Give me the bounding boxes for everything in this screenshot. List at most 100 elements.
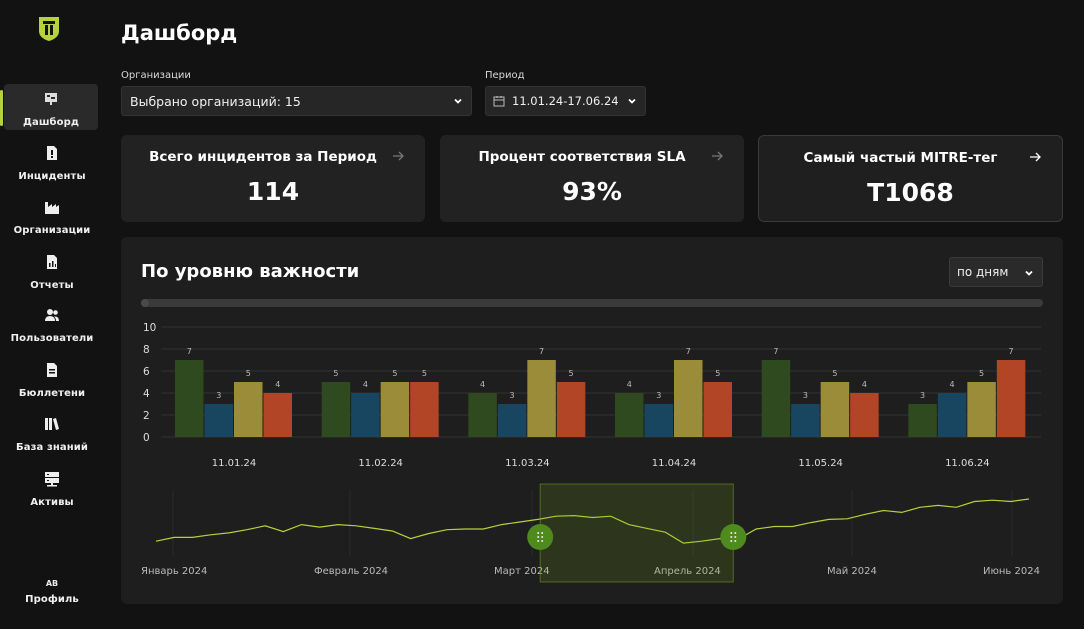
bulletin-icon bbox=[47, 363, 57, 377]
kpi-card-total-incidents[interactable]: Всего инцидентов за Период 114 bbox=[121, 135, 425, 222]
bar-value-label: 7 bbox=[773, 347, 778, 356]
bar bbox=[937, 393, 967, 437]
report-icon bbox=[47, 255, 57, 269]
bar-value-label: 7 bbox=[1009, 347, 1014, 356]
grip-dots-icon bbox=[734, 540, 737, 542]
period-select-value: 11.01.24-17.06.24 bbox=[512, 94, 619, 108]
panel-title: По уровню важности bbox=[141, 261, 360, 282]
brush-handle-circle bbox=[720, 524, 747, 550]
chart-scrollbar[interactable] bbox=[141, 299, 1043, 307]
overview-month-label: Май 2024 bbox=[827, 566, 877, 577]
bar bbox=[410, 382, 439, 437]
period-select[interactable]: 11.01.24-17.06.24 bbox=[485, 86, 646, 116]
bar bbox=[703, 382, 732, 437]
overview-line-chart: Январь 2024 Февраль 2024 Март 2024 Апрель 2… bbox=[141, 483, 1040, 583]
sidebar-item-dashboard[interactable]: Дашборд bbox=[0, 84, 98, 130]
bar bbox=[175, 360, 204, 437]
org-select-value: Выбрано организаций: 15 bbox=[130, 93, 301, 109]
bar-value-label: 7 bbox=[539, 347, 544, 356]
sidebar-item-incidents[interactable]: Инциденты bbox=[0, 145, 104, 183]
sidebar-item-label: Отчеты bbox=[30, 280, 74, 291]
sidebar-item-label: Дашборд bbox=[22, 117, 80, 128]
period-filter-label: Период bbox=[485, 70, 525, 81]
bar bbox=[820, 382, 850, 437]
kpi-value: 114 bbox=[246, 177, 300, 206]
brush-handle-left[interactable] bbox=[527, 524, 554, 550]
x-tick-label: 11.01.24 bbox=[212, 458, 257, 469]
bar-value-label: 3 bbox=[216, 391, 221, 400]
bar bbox=[468, 393, 497, 437]
app-logo-icon[interactable] bbox=[38, 16, 60, 42]
bar-value-label: 5 bbox=[333, 369, 338, 378]
overview-series-line bbox=[155, 498, 1030, 544]
bar bbox=[674, 360, 703, 437]
grip-dots-icon bbox=[537, 536, 540, 538]
y-tick-label: 6 bbox=[143, 366, 150, 378]
granularity-select-value: по дням bbox=[957, 265, 1009, 279]
x-tick-label: 11.02.24 bbox=[358, 458, 403, 469]
bar-value-label: 4 bbox=[480, 380, 485, 389]
scrollbar-thumb[interactable] bbox=[141, 299, 149, 307]
users-icon bbox=[45, 309, 59, 321]
bar-value-label: 3 bbox=[920, 391, 925, 400]
bar bbox=[850, 393, 879, 437]
kpi-title: Всего инцидентов за Период bbox=[149, 149, 377, 165]
bar bbox=[556, 382, 586, 437]
incident-icon bbox=[47, 146, 57, 160]
page-title: Дашборд bbox=[121, 21, 238, 45]
overview-month-label: Февраль 2024 bbox=[314, 566, 388, 577]
sidebar-item-knowledge-base[interactable]: База знаний bbox=[0, 416, 104, 454]
sidebar-item-label: Профиль bbox=[25, 594, 79, 605]
factory-icon bbox=[45, 202, 59, 214]
granularity-select[interactable]: по дням bbox=[949, 257, 1043, 287]
arrow-right-icon bbox=[712, 151, 723, 161]
calendar-icon bbox=[493, 96, 505, 107]
y-tick-label: 10 bbox=[143, 322, 156, 334]
brush-selection[interactable] bbox=[539, 483, 734, 583]
bar-value-label: 3 bbox=[656, 391, 661, 400]
bar bbox=[644, 404, 673, 437]
kpi-card-sla[interactable]: Процент соответствия SLA 93% bbox=[440, 135, 744, 222]
bar-value-label: 4 bbox=[275, 380, 280, 389]
bar-value-label: 5 bbox=[715, 369, 720, 378]
bar bbox=[321, 382, 351, 437]
x-tick-label: 11.03.24 bbox=[505, 458, 550, 469]
org-select[interactable]: Выбрано организаций: 15 bbox=[121, 86, 472, 116]
arrow-right-icon bbox=[1030, 152, 1041, 162]
sidebar-item-assets[interactable]: Активы bbox=[0, 471, 104, 509]
sidebar-item-users[interactable]: Пользователи bbox=[0, 307, 104, 345]
brush-handle-circle bbox=[527, 524, 554, 550]
bar-value-label: 4 bbox=[363, 380, 368, 389]
bar-value-label: 5 bbox=[246, 369, 251, 378]
sidebar-item-label: База знаний bbox=[16, 442, 88, 453]
bar bbox=[615, 393, 644, 437]
bar-value-label: 3 bbox=[510, 391, 515, 400]
server-icon bbox=[45, 472, 59, 487]
bar bbox=[908, 404, 937, 437]
bar bbox=[204, 404, 233, 437]
kpi-title: Самый частый MITRE-тег bbox=[803, 150, 998, 166]
bar-value-label: 5 bbox=[979, 369, 984, 378]
kpi-card-mitre-tag[interactable]: Самый частый MITRE-тег T1068 bbox=[758, 135, 1063, 222]
brush-handle-right[interactable] bbox=[720, 524, 747, 550]
sidebar-item-organizations[interactable]: Организации bbox=[0, 199, 104, 237]
x-tick-label: 11.05.24 bbox=[798, 458, 843, 469]
bar bbox=[996, 360, 1026, 437]
org-filter-label: Организации bbox=[121, 70, 191, 81]
x-tick-label: 11.04.24 bbox=[652, 458, 697, 469]
overview-month-label: Апрель 2024 bbox=[654, 566, 721, 577]
bar bbox=[351, 393, 380, 437]
bar-value-label: 5 bbox=[392, 369, 397, 378]
sidebar-item-bulletins[interactable]: Бюллетени bbox=[0, 362, 104, 400]
grip-dots-icon bbox=[730, 540, 733, 542]
grip-dots-icon bbox=[541, 540, 544, 542]
grip-dots-icon bbox=[541, 532, 544, 534]
bar-value-label: 5 bbox=[569, 369, 574, 378]
dashboard-icon bbox=[45, 93, 57, 105]
sidebar-item-profile[interactable]: AB Профиль bbox=[0, 579, 104, 605]
grip-dots-icon bbox=[730, 536, 733, 538]
bar bbox=[497, 404, 527, 437]
overview-month-label: Июнь 2024 bbox=[983, 566, 1040, 577]
sidebar-item-label: Организации bbox=[13, 225, 91, 236]
sidebar-item-reports[interactable]: Отчеты bbox=[0, 254, 104, 292]
